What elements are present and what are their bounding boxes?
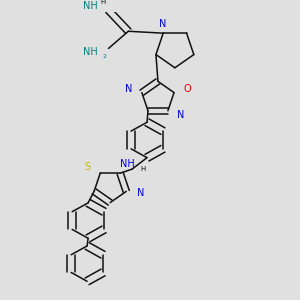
Text: 2: 2 — [103, 54, 106, 58]
Text: H: H — [140, 166, 146, 172]
Text: N: N — [160, 19, 167, 28]
Text: N: N — [177, 110, 184, 120]
Text: NH: NH — [120, 159, 134, 170]
Text: O: O — [183, 84, 191, 94]
Text: S: S — [84, 163, 90, 172]
Text: NH: NH — [83, 2, 98, 11]
Text: N: N — [125, 84, 133, 94]
Text: NH: NH — [83, 47, 98, 57]
Text: H: H — [101, 0, 106, 4]
Text: N: N — [136, 188, 144, 198]
